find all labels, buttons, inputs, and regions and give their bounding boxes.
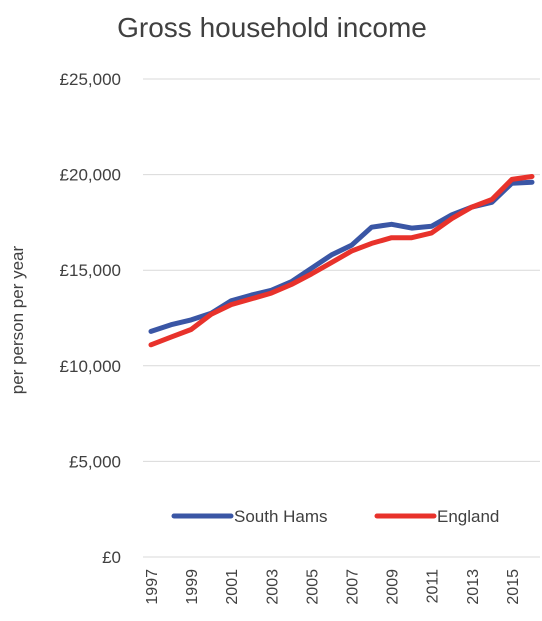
- y-tick-label: £0: [102, 548, 121, 567]
- y-axis-label: per person per year: [8, 245, 27, 394]
- legend-label: South Hams: [234, 507, 328, 526]
- legend: South Hams England: [171, 507, 499, 526]
- x-tick-label: 1997: [144, 569, 161, 605]
- y-tick-label: £25,000: [60, 70, 121, 89]
- x-tick-label: 2007: [345, 569, 362, 605]
- series-line-england: [148, 174, 535, 348]
- y-tick-label: £20,000: [60, 166, 121, 185]
- x-tick-label: 2013: [465, 569, 482, 605]
- y-axis-ticks: £0 £5,000 £10,000 £15,000 £20,000 £25,000: [60, 70, 121, 567]
- x-tick-label: 2005: [304, 569, 321, 605]
- series-lines: [148, 174, 535, 348]
- x-tick-label: 2001: [224, 569, 241, 605]
- x-tick-label: 1999: [184, 569, 201, 605]
- gridlines: [143, 78, 540, 558]
- y-tick-label: £15,000: [60, 261, 121, 280]
- x-tick-label: 2003: [264, 569, 281, 605]
- legend-label: England: [437, 507, 499, 526]
- x-tick-label: 2011: [425, 569, 442, 604]
- x-tick-label: 2015: [505, 569, 522, 605]
- x-tick-label: 2009: [385, 569, 402, 605]
- y-tick-label: £10,000: [60, 357, 121, 376]
- y-tick-label: £5,000: [69, 452, 121, 471]
- chart-title: Gross household income: [117, 12, 427, 43]
- x-axis-ticks: 1997 1999 2001 2003 2005 2007 2009 2011 2013 2015: [144, 569, 522, 605]
